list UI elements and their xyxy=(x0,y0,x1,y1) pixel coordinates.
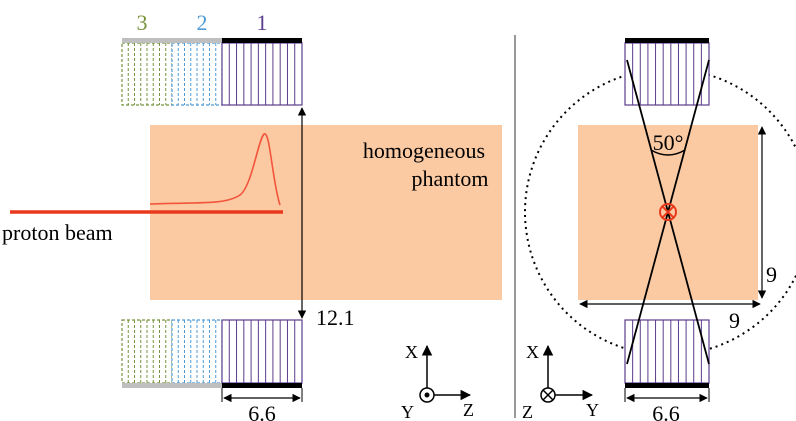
module-bar xyxy=(122,383,172,388)
module xyxy=(221,319,303,384)
axis-label: Z xyxy=(463,400,474,420)
axis-label: X xyxy=(526,342,539,362)
bragg-curve xyxy=(149,133,281,206)
height-label: 9 xyxy=(766,262,777,287)
module-bar xyxy=(625,38,709,43)
axis-label: Z xyxy=(522,402,533,421)
angle-label: 50° xyxy=(653,130,684,155)
axis-label: X xyxy=(405,342,418,362)
module-bar xyxy=(222,383,302,388)
module-bar xyxy=(122,38,172,43)
phantom-label: homogeneous xyxy=(363,138,485,163)
module xyxy=(221,42,303,106)
width-label: 6.6 xyxy=(248,401,276,421)
module xyxy=(624,42,710,106)
width-label: 6.6 xyxy=(652,401,680,421)
axis-label: Y xyxy=(586,400,599,420)
angle-arc xyxy=(650,149,686,156)
module-bar xyxy=(222,38,302,43)
detectors-left xyxy=(121,38,303,388)
module xyxy=(624,319,710,384)
phantom-label: phantom xyxy=(412,166,489,191)
beam-into xyxy=(659,203,677,221)
distance-label: 12.1 xyxy=(316,305,355,330)
axis-in xyxy=(542,389,554,401)
length-label: 9 xyxy=(729,308,740,333)
module-label: 2 xyxy=(197,10,208,35)
axis-dot xyxy=(424,392,430,398)
module-bar xyxy=(172,38,222,43)
module-label: 1 xyxy=(257,10,268,35)
axis-label: Y xyxy=(401,402,414,421)
module-bar xyxy=(172,383,222,388)
detectors-right xyxy=(624,38,710,388)
beam-label: proton beam xyxy=(2,220,113,245)
module-label: 3 xyxy=(137,10,148,35)
module-bar xyxy=(625,383,709,388)
beam-into xyxy=(661,205,675,219)
